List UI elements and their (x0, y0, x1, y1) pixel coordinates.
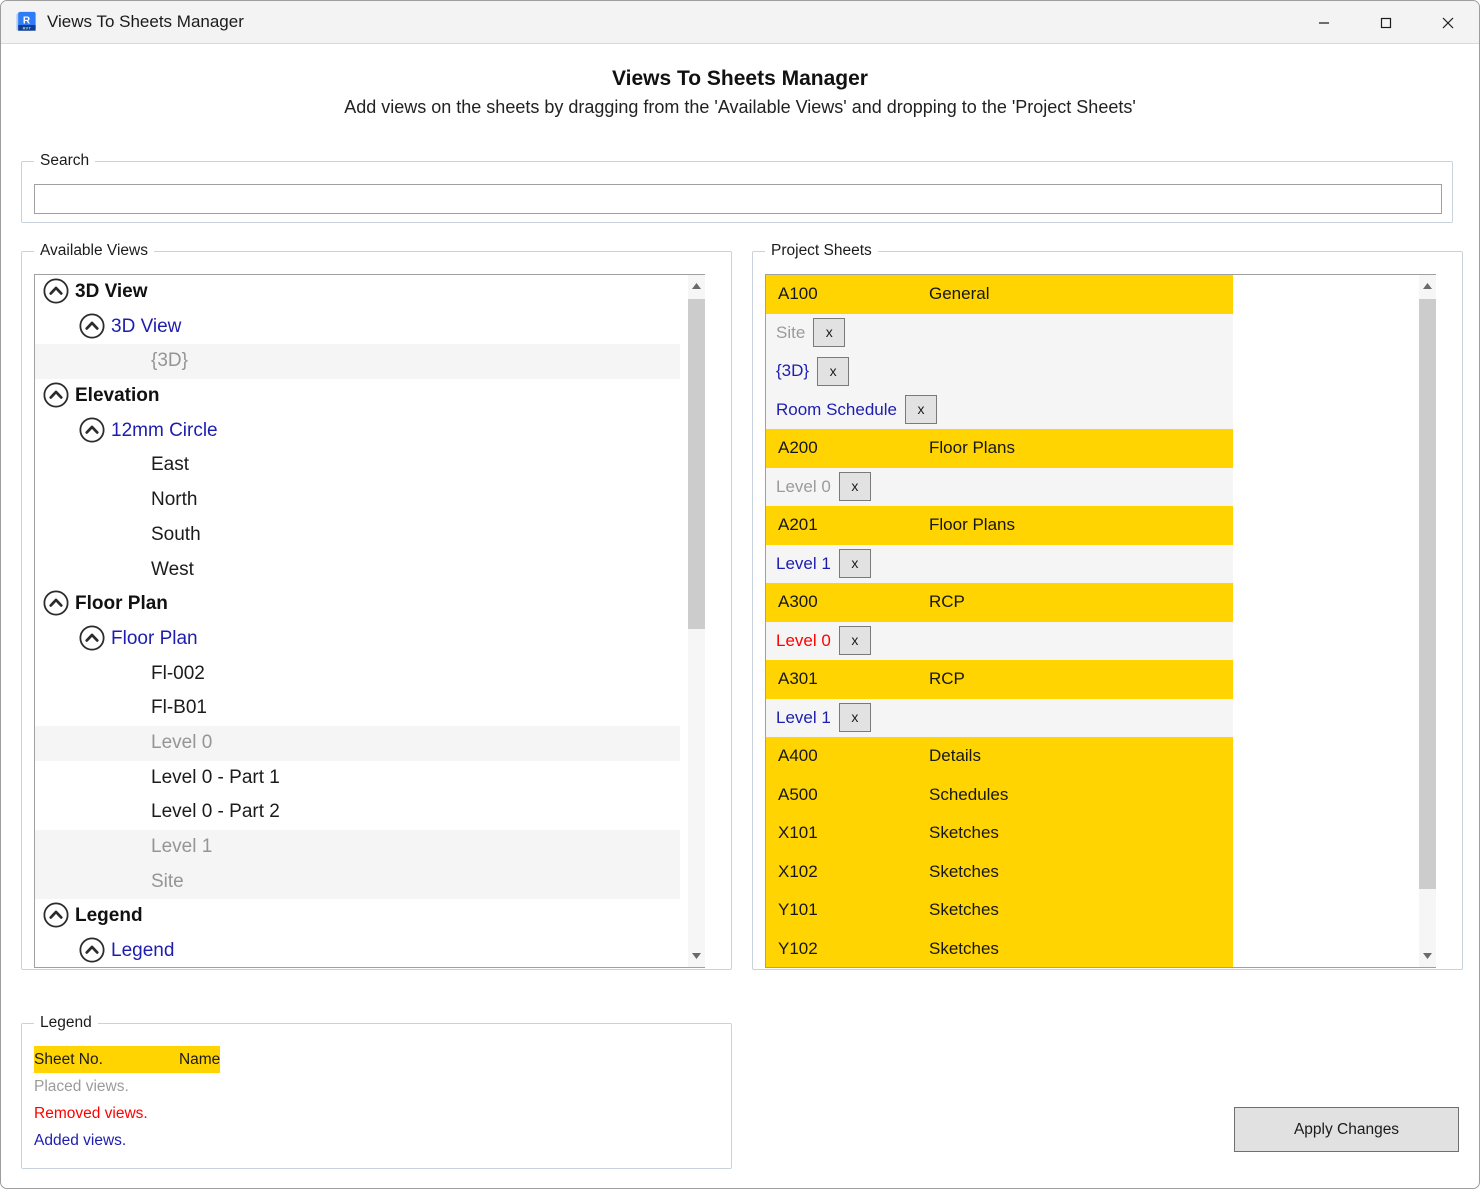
svg-text:RVT: RVT (23, 25, 32, 30)
